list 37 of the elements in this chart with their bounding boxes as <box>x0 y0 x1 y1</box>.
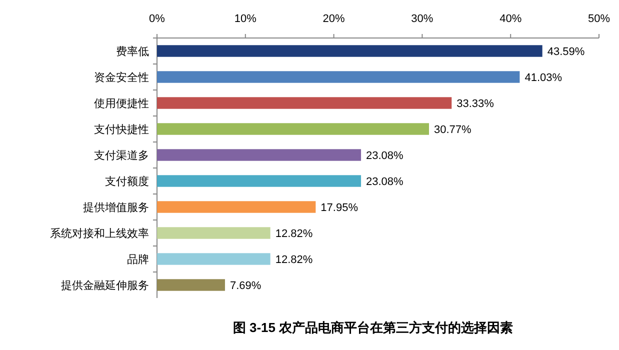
bar <box>157 279 225 291</box>
x-tick-label: 20% <box>322 13 346 25</box>
y-tick-label: 品牌 <box>127 254 149 266</box>
y-tick-label: 费率低 <box>116 45 149 58</box>
bar <box>157 97 452 109</box>
x-tick-label: 30% <box>411 13 434 25</box>
bar <box>157 123 430 135</box>
text: 图 3-15 农产品电商平台在第三方支付的选择因素 <box>232 320 514 335</box>
y-tick-label: 系统对接和上线效率 <box>50 227 149 240</box>
x-tick-label: 40% <box>500 13 522 25</box>
y-tick-label: 使用便捷性 <box>94 97 149 110</box>
y-tick-label: 提供金融延伸服务 <box>61 280 149 292</box>
y-tick-label: 支付额度 <box>105 175 149 188</box>
data-label: 43.59% <box>547 46 585 58</box>
bar <box>157 175 362 187</box>
y-tick-label: 提供增值服务 <box>83 202 149 214</box>
data-label: 12.82% <box>275 254 313 266</box>
data-label: 17.95% <box>320 202 358 214</box>
bar <box>157 253 270 265</box>
data-label: 23.08% <box>366 150 404 162</box>
bar <box>157 45 542 57</box>
y-tick-label: 支付渠道多 <box>94 149 149 162</box>
bar <box>157 71 520 83</box>
data-label: 7.69% <box>230 280 262 292</box>
y-tick-label: 资金安全性 <box>94 71 149 84</box>
data-label: 41.03% <box>524 72 562 84</box>
bar <box>157 201 316 213</box>
x-tick-label: 50% <box>588 13 610 25</box>
bar <box>157 227 270 239</box>
data-label: 33.33% <box>456 98 494 110</box>
x-tick-label: 0% <box>149 13 166 25</box>
data-label: 30.77% <box>434 124 472 136</box>
y-tick-label: 支付快捷性 <box>94 123 149 136</box>
data-label: 12.82% <box>275 228 313 240</box>
x-tick-label: 10% <box>234 13 257 25</box>
data-label: 23.08% <box>366 176 404 188</box>
bar <box>157 149 362 161</box>
